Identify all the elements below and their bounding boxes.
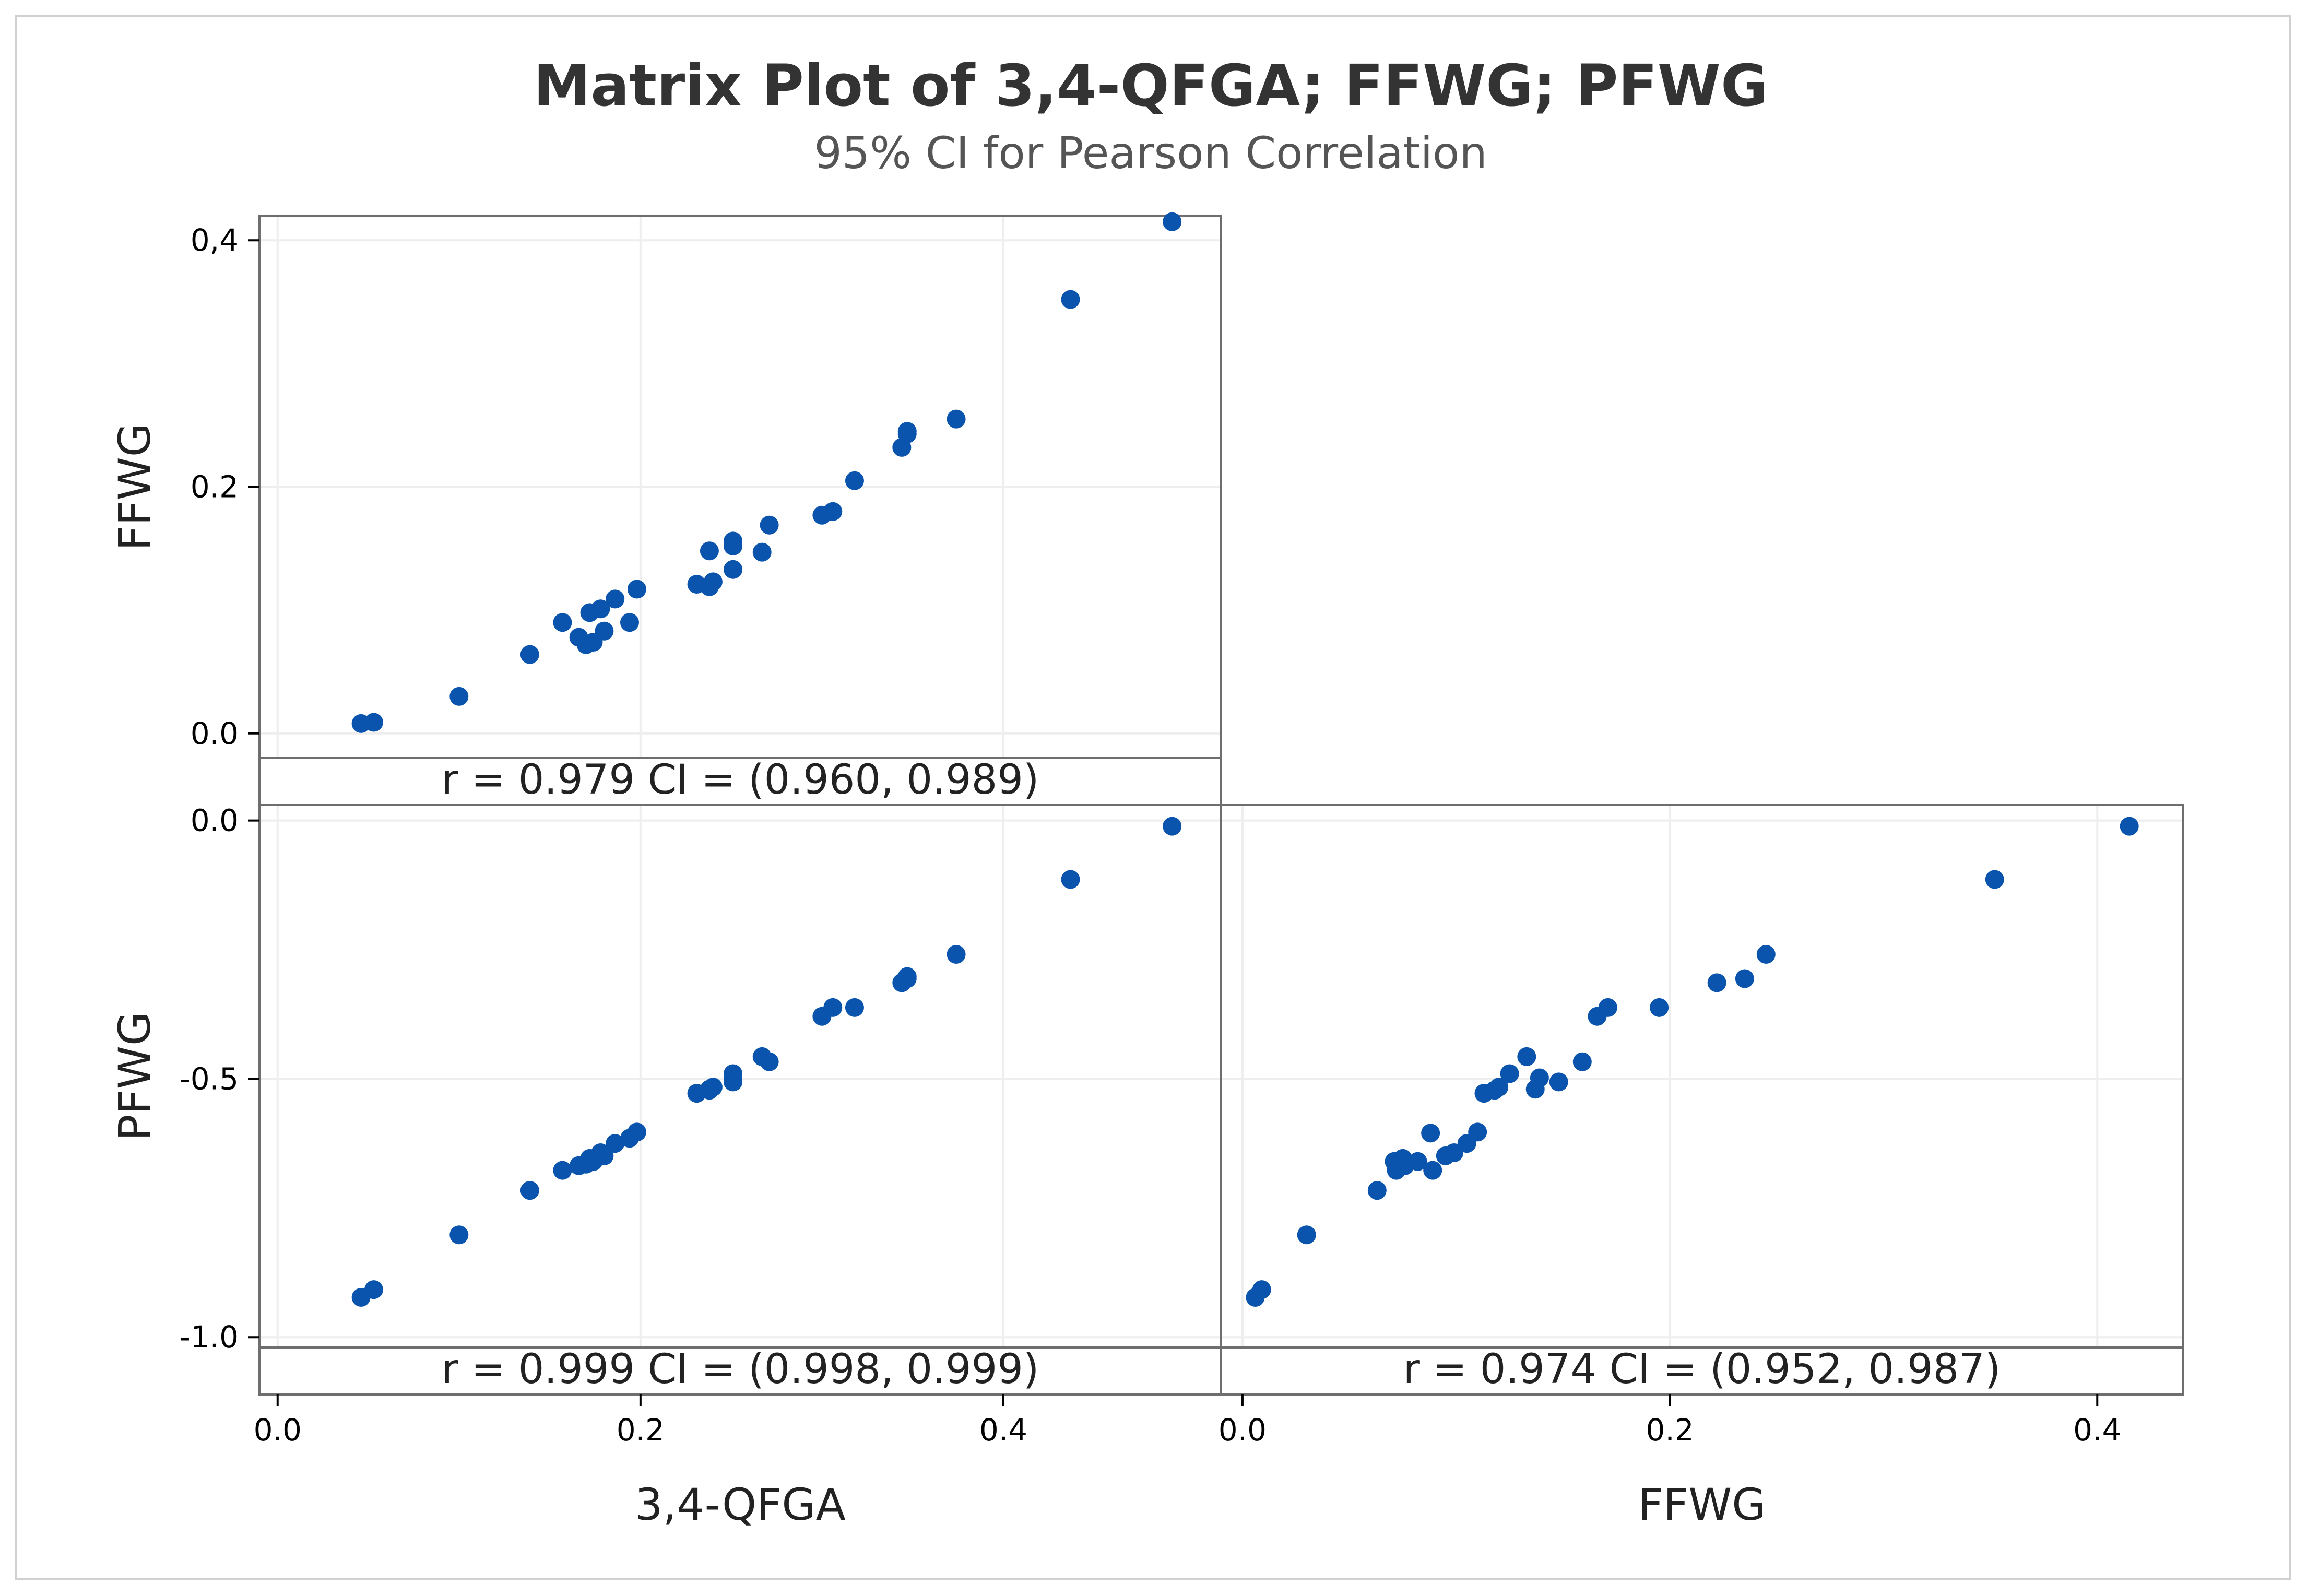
- data-point: [724, 560, 743, 579]
- panel-bottom-left: r = 0.999 CI = (0.998, 0.999) -1.0 -0.5 0.0…: [109, 803, 1222, 1530]
- correlation-annotation: r = 0.979 CI = (0.960, 0.989): [442, 756, 1039, 803]
- data-point: [1163, 212, 1182, 231]
- x-axis-label: 3,4-QFGA: [635, 1479, 846, 1530]
- data-point: [760, 515, 779, 535]
- data-point: [1468, 1122, 1487, 1142]
- data-point: [520, 645, 539, 664]
- data-point: [2120, 817, 2139, 836]
- data-point: [1367, 1181, 1387, 1200]
- y-tick-label: 0.2: [191, 469, 239, 505]
- panels: r = 0.979 CI = (0.960, 0.989) 0.0 0.2 0,4 FF…: [109, 212, 2184, 1530]
- chart-title: Matrix Plot of 3,4-QFGA; FFWG; PFWG: [534, 52, 1768, 119]
- x-tick-label: 0.2: [1646, 1412, 1694, 1448]
- data-point: [724, 531, 743, 551]
- data-point: [627, 580, 646, 599]
- data-point: [595, 1146, 614, 1165]
- data-point: [1408, 1152, 1427, 1171]
- data-point: [947, 409, 966, 429]
- matrix-plot: Matrix Plot of 3,4-QFGA; FFWG; PFWG 95% …: [109, 52, 2184, 1530]
- data-point: [703, 1078, 723, 1097]
- data-point: [1598, 998, 1617, 1017]
- data-point: [703, 572, 723, 592]
- data-point: [1421, 1124, 1440, 1143]
- data-point: [760, 1052, 779, 1071]
- x-tick-label: 0.0: [254, 1412, 302, 1448]
- data-point: [591, 599, 610, 619]
- data-point: [1500, 1064, 1519, 1083]
- data-point: [845, 471, 864, 490]
- y-axis-label: FFWG: [109, 423, 160, 551]
- panel-border: [258, 804, 1222, 1396]
- data-point: [823, 998, 843, 1017]
- data-point: [620, 613, 639, 632]
- data-point: [1756, 944, 1776, 964]
- data-point: [1163, 817, 1182, 836]
- data-point: [1707, 973, 1726, 992]
- y-tick-label: 0,4: [191, 222, 239, 258]
- data-point: [823, 502, 843, 521]
- panel-top-left: r = 0.979 CI = (0.960, 0.989) 0.0 0.2 0,4 FF…: [109, 212, 1222, 806]
- data-point: [1423, 1161, 1442, 1180]
- data-point: [553, 613, 572, 632]
- data-point: [1985, 870, 2004, 889]
- y-tick-label: -1.0: [180, 1319, 239, 1355]
- data-point: [1297, 1225, 1316, 1245]
- data-point: [627, 1122, 646, 1142]
- data-point: [1061, 870, 1080, 889]
- correlation-annotation: r = 0.974 CI = (0.952, 0.987): [1403, 1346, 2001, 1393]
- chart-frame: Matrix Plot of 3,4-QFGA; FFWG; PFWG 95% …: [15, 15, 2291, 1580]
- data-point: [1572, 1052, 1592, 1071]
- x-tick-label: 0.2: [617, 1412, 665, 1448]
- x-axis-label: FFWG: [1638, 1479, 1766, 1530]
- data-point: [1252, 1280, 1271, 1299]
- y-tick-label: 0.0: [191, 716, 239, 751]
- data-point: [1489, 1078, 1509, 1097]
- data-point: [364, 1280, 383, 1299]
- data-point: [1650, 998, 1669, 1017]
- data-point: [1735, 969, 1754, 988]
- data-point: [1549, 1072, 1568, 1092]
- data-point: [1517, 1047, 1536, 1066]
- y-axis-label: PFWG: [109, 1012, 160, 1141]
- data-point: [606, 1134, 625, 1153]
- data-point: [606, 589, 625, 609]
- data-point: [553, 1161, 572, 1180]
- y-tick-label: 0.0: [191, 803, 239, 838]
- x-tick-label: 0.0: [1218, 1412, 1267, 1448]
- data-point: [364, 713, 383, 732]
- data-point: [947, 944, 966, 964]
- data-point: [1061, 290, 1080, 309]
- panel-border: [1220, 804, 2184, 1396]
- data-point: [897, 422, 917, 441]
- data-point: [449, 1225, 469, 1245]
- data-point: [724, 1064, 743, 1083]
- data-point: [752, 542, 772, 562]
- x-tick-label: 0.4: [2073, 1412, 2121, 1448]
- y-tick-label: -0.5: [180, 1061, 239, 1096]
- data-point: [449, 687, 469, 706]
- data-point: [897, 967, 917, 986]
- chart-subtitle: 95% CI for Pearson Correlation: [814, 127, 1487, 179]
- correlation-annotation: r = 0.999 CI = (0.998, 0.999): [442, 1346, 1039, 1393]
- panel-bottom-right: r = 0.974 CI = (0.952, 0.987) 0.0 0.2 0.4 FF…: [1218, 804, 2184, 1530]
- data-point: [845, 998, 864, 1017]
- data-point: [1530, 1068, 1549, 1087]
- x-tick-label: 0.4: [979, 1412, 1027, 1448]
- data-point: [595, 621, 614, 641]
- data-point: [700, 541, 719, 561]
- data-point: [520, 1181, 539, 1200]
